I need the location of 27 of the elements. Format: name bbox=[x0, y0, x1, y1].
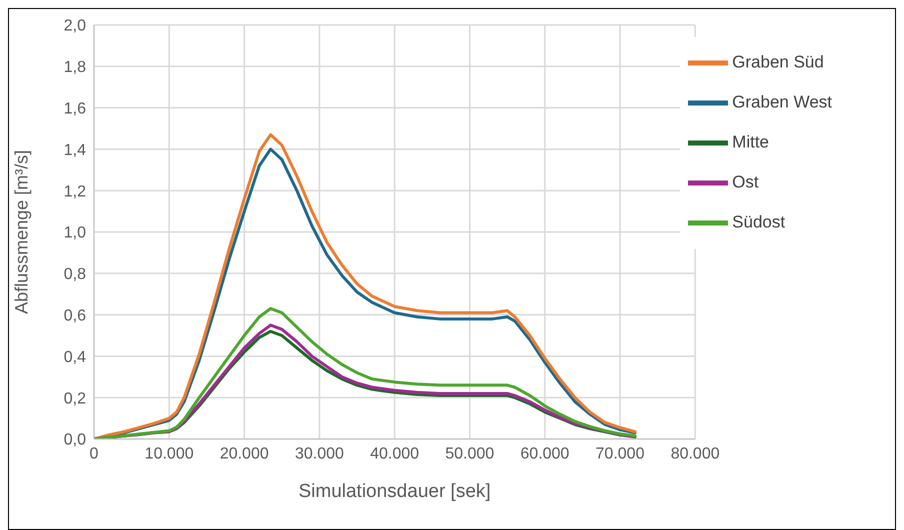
x-tick-label: 80.000 bbox=[670, 445, 720, 462]
x-tick-label: 0 bbox=[90, 445, 99, 462]
x-tick-label: 20.000 bbox=[220, 445, 269, 462]
y-tick-label: 0,6 bbox=[64, 307, 86, 324]
y-tick-label: 2,0 bbox=[64, 18, 86, 35]
legend-label: Mitte bbox=[732, 132, 769, 152]
y-axis-title: Abflussmenge [m³/s] bbox=[11, 150, 32, 314]
y-tick-label: 1,6 bbox=[64, 100, 86, 118]
y-tick-label: 1,8 bbox=[64, 59, 86, 76]
y-tick-label: 0,8 bbox=[64, 266, 86, 284]
y-tick-label: 1,0 bbox=[64, 224, 86, 242]
legend-label: Ost bbox=[732, 172, 759, 192]
y-tick-label: 0,4 bbox=[64, 348, 86, 366]
legend-label: Südost bbox=[732, 212, 786, 232]
legend-label: Graben West bbox=[732, 92, 832, 112]
x-tick-label: 70.000 bbox=[596, 445, 645, 462]
x-tick-label: 60.000 bbox=[520, 445, 570, 462]
y-tick-label: 1,2 bbox=[64, 183, 86, 200]
x-axis-title: Simulationsdauer [sek] bbox=[298, 481, 491, 502]
y-tick-label: 0,2 bbox=[64, 390, 86, 408]
legend-label: Graben Süd bbox=[732, 52, 824, 72]
x-tick-label: 40.000 bbox=[370, 445, 420, 462]
x-tick-label: 30.000 bbox=[294, 445, 344, 462]
x-tick-label: 50.000 bbox=[445, 445, 494, 462]
y-tick-label: 0,0 bbox=[64, 432, 86, 449]
x-tick-label: 10.000 bbox=[144, 445, 194, 462]
y-tick-label: 1,4 bbox=[64, 142, 86, 159]
